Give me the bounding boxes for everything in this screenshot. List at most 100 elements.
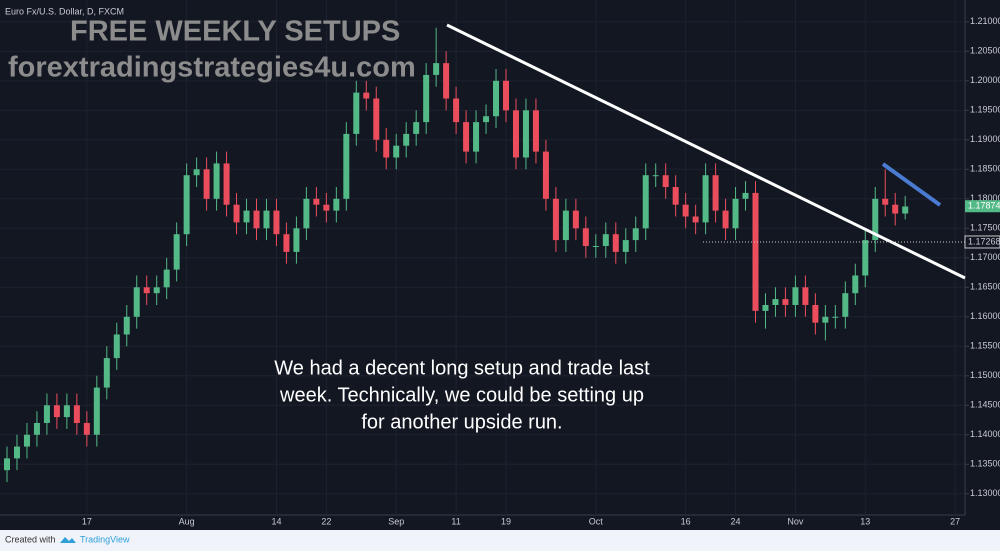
candle-body [353, 92, 360, 134]
candle-body [333, 198, 340, 211]
candle-body [652, 175, 659, 177]
x-tick-label: Sep [388, 516, 404, 526]
candle-body [483, 116, 490, 123]
y-tick-label: 1.16500 [970, 282, 1000, 292]
x-tick-label: 11 [451, 516, 460, 526]
candle-body [313, 198, 320, 205]
candle-body [463, 122, 470, 152]
candle-body [143, 287, 150, 294]
candle-body [812, 304, 819, 323]
candle-body [802, 287, 809, 305]
candle-body [592, 245, 599, 247]
tradingview-logo [60, 537, 76, 543]
x-tick-label: 19 [501, 516, 511, 526]
x-tick-label: 13 [860, 516, 870, 526]
candle-body [612, 234, 619, 252]
footer-bar [0, 530, 1000, 551]
candle-body [702, 175, 709, 223]
candle-body [712, 175, 719, 211]
y-tick-label: 1.17000 [970, 252, 1000, 262]
candle-body [393, 145, 400, 158]
candle-body [193, 169, 200, 176]
y-tick-label: 1.20500 [970, 46, 1000, 56]
candle-body [383, 139, 390, 158]
x-tick-label: Oct [589, 516, 604, 526]
candle-body [512, 110, 519, 158]
candles [4, 27, 909, 482]
candle-body [43, 405, 50, 423]
candle-body [642, 175, 649, 229]
candle-body [862, 240, 869, 276]
candle-body [632, 228, 639, 241]
price-level-box [964, 235, 1000, 249]
candle-body [363, 92, 370, 99]
candle-body [552, 198, 559, 241]
y-tick-label: 1.21000 [970, 16, 1000, 26]
y-tick-label: 1.18500 [970, 164, 1000, 174]
candle-body [273, 210, 280, 235]
candle-body [23, 434, 30, 447]
candle-body [133, 287, 140, 317]
y-tick-label: 1.15500 [970, 341, 1000, 351]
candle-body [203, 169, 210, 199]
candle-body [403, 133, 410, 146]
y-tick-label: 1.16000 [970, 311, 1000, 321]
x-tick-label: 24 [731, 516, 741, 526]
annotation: We had a decent long setup and trade las… [274, 357, 650, 379]
trend-line-short [881, 162, 942, 207]
candle-body [4, 458, 10, 471]
candle-body [872, 198, 879, 241]
candle-body [772, 299, 779, 305]
candle-body [173, 234, 180, 270]
candle-body [572, 210, 579, 229]
candle-body [63, 405, 70, 418]
candle-body [213, 163, 220, 199]
candle-body [413, 122, 420, 134]
candle-body [423, 74, 430, 123]
candle-body [493, 80, 500, 117]
candle-body [123, 316, 130, 335]
candle-body [682, 204, 689, 217]
candle-body [163, 269, 170, 288]
candle-body [113, 334, 120, 359]
candle-body [542, 151, 549, 199]
candle-body [103, 358, 110, 388]
candle-body [73, 405, 80, 423]
candle-body [582, 228, 589, 246]
candle-body [263, 210, 270, 229]
y-tick-label: 1.13000 [970, 488, 1000, 498]
candle-body [792, 287, 799, 305]
candle-body [842, 293, 849, 317]
last-price-box [965, 200, 1000, 213]
candle-body [902, 206, 909, 214]
y-tick-label: 1.18000 [970, 193, 1000, 203]
candle-body [732, 198, 739, 229]
x-tick-label: Nov [787, 516, 804, 526]
candle-body [503, 80, 509, 111]
y-tick-label: 1.14500 [970, 400, 1000, 410]
candle-body [882, 198, 889, 205]
y-tick-label: 1.17500 [970, 223, 1000, 233]
candle-body [153, 287, 160, 294]
x-tick-label: 17 [82, 516, 92, 526]
candle-body [93, 387, 100, 435]
x-tick-label: 16 [681, 516, 691, 526]
y-tick-label: 1.15000 [970, 370, 1000, 380]
candle-body [433, 63, 440, 75]
trend-line [446, 23, 966, 280]
candle-body [522, 110, 529, 158]
candle-body [722, 210, 729, 229]
candle-body [602, 234, 609, 246]
x-tick-label: Aug [179, 516, 195, 526]
price-level-label: 1.17268 [968, 236, 1000, 246]
footer-brand[interactable]: TradingView [80, 534, 130, 544]
candle-body [373, 98, 380, 140]
candle-body [233, 204, 240, 223]
symbol-header: Euro Fx/U.S. Dollar, D, FXCM [5, 6, 124, 16]
candle-body [453, 98, 460, 123]
x-tick-label: 27 [950, 516, 960, 526]
candle-body [53, 405, 60, 418]
candle-body [762, 304, 769, 311]
candle-body [253, 210, 260, 229]
candle-body [303, 198, 310, 229]
